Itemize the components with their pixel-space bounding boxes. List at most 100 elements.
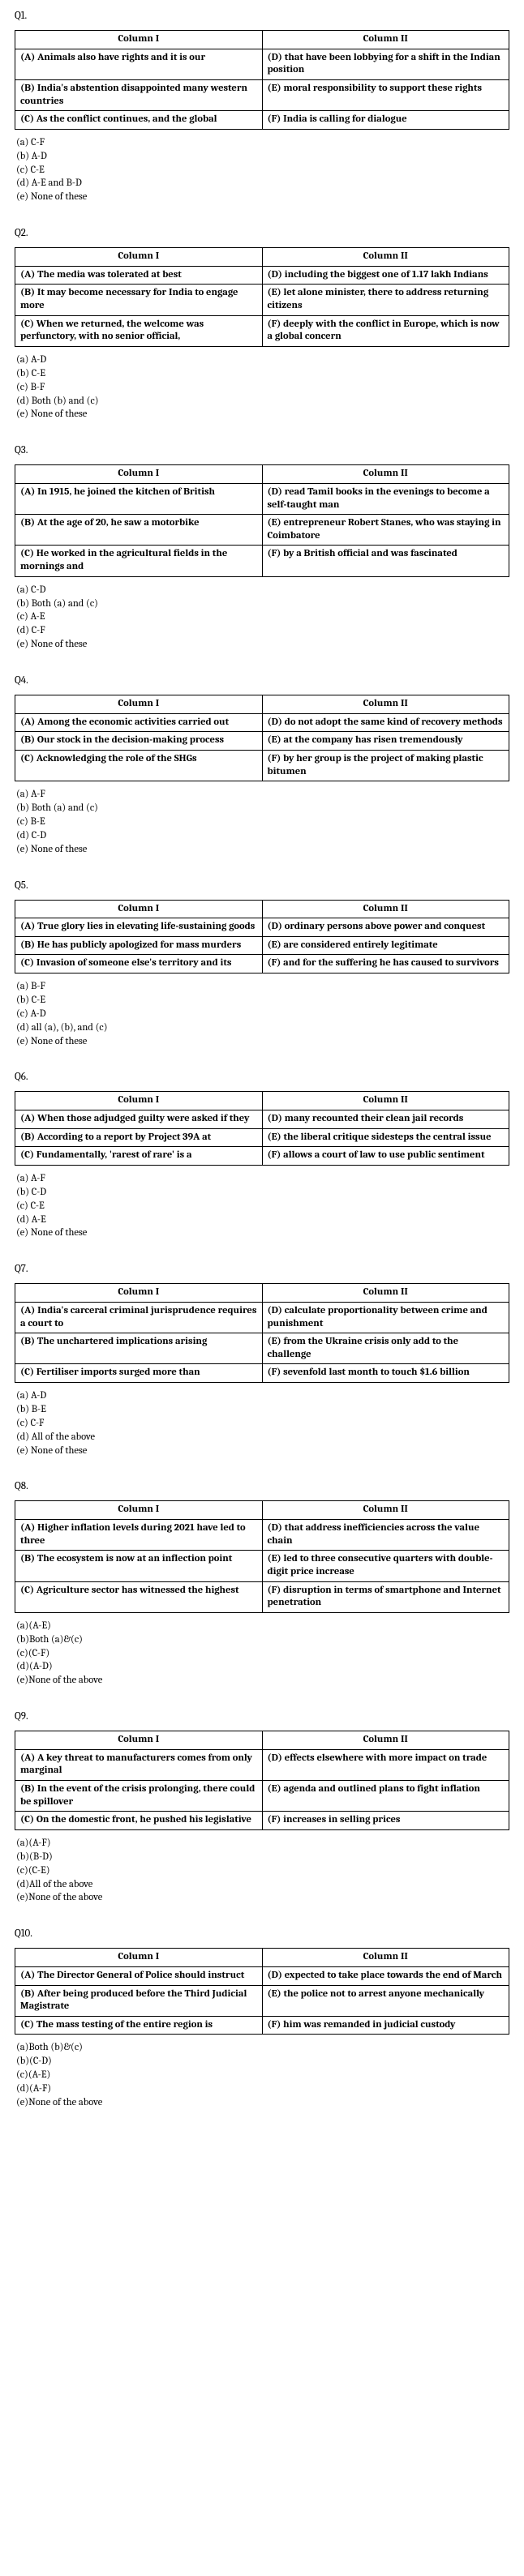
question-label: Q5. <box>15 879 509 892</box>
table-row: (B) According to a report by Project 39A… <box>15 1128 509 1147</box>
options-list: (a) A-F(b) C-D(c) C-E(d) A-E(e) None of … <box>16 1172 509 1240</box>
table-cell: (E) the police not to arrest anyone mech… <box>262 1985 509 2016</box>
table-cell: (D) many recounted their clean jail reco… <box>262 1110 509 1129</box>
table-row: (C) Fundamentally, 'rarest of rare' is a… <box>15 1147 509 1166</box>
table-cell: (A) Among the economic activities carrie… <box>15 713 263 732</box>
table-cell: (D) that address inefficiencies across t… <box>262 1520 509 1551</box>
table-row: (A) India's carceral criminal jurisprude… <box>15 1302 509 1333</box>
table-row: (B) The unchartered implications arising… <box>15 1333 509 1364</box>
table-cell: (D) expected to take place towards the e… <box>262 1966 509 1985</box>
option-item: (c)(C-F) <box>16 1647 509 1661</box>
table-cell: (B) He has publicly apologized for mass … <box>15 936 263 955</box>
option-item: (b)Both (a)&(c) <box>16 1633 509 1647</box>
option-item: (e)None of the above <box>16 1891 509 1905</box>
table-cell: (D) calculate proportionality between cr… <box>262 1302 509 1333</box>
table-cell: (F) him was remanded in judicial custody <box>262 2016 509 2035</box>
options-list: (a)Both (b)&(c)(b)(C-D)(c)(A-E)(d)(A-F)(… <box>16 2041 509 2109</box>
option-item: (a) C-D <box>16 584 509 597</box>
question-block: Q2.Column IColumn II(A) The media was to… <box>15 227 509 421</box>
table-cell: (A) A key threat to manufacturers comes … <box>15 1749 263 1780</box>
option-item: (d)All of the above <box>16 1878 509 1892</box>
option-item: (c) A-D <box>16 1008 509 1021</box>
table-row: (A) When those adjudged guilty were aske… <box>15 1110 509 1129</box>
match-table: Column IColumn II(A) The Director Genera… <box>15 1948 509 2035</box>
table-row: (A) A key threat to manufacturers comes … <box>15 1749 509 1780</box>
question-block: Q1.Column IColumn II(A) Animals also hav… <box>15 10 509 204</box>
table-cell: (A) Animals also have rights and it is o… <box>15 49 263 79</box>
option-item: (c)(A-E) <box>16 2069 509 2082</box>
column-header: Column I <box>15 1284 263 1303</box>
table-cell: (A) India's carceral criminal jurisprude… <box>15 1302 263 1333</box>
options-list: (a)(A-F)(b)(B-D)(c)(C-E)(d)All of the ab… <box>16 1837 509 1905</box>
option-item: (a)(A-F) <box>16 1837 509 1851</box>
question-block: Q5. Column IColumn II(A) True glory lies … <box>15 879 509 1049</box>
match-table: Column IColumn II(A) True glory lies in … <box>15 900 509 974</box>
table-row: (A) Among the economic activities carrie… <box>15 713 509 732</box>
option-item: (e) None of these <box>16 408 509 421</box>
table-cell: (B) The ecosystem is now at an inflectio… <box>15 1551 263 1581</box>
table-row: (C) He worked in the agricultural fields… <box>15 546 509 576</box>
option-item: (a) C-F <box>16 136 509 150</box>
column-header: Column I <box>15 695 263 714</box>
option-item: (c) C-E <box>16 1200 509 1213</box>
option-item: (d) A-E and B-D <box>16 177 509 190</box>
table-cell: (B) The unchartered implications arising <box>15 1333 263 1364</box>
column-header: Column I <box>15 1949 263 1967</box>
options-list: (a) C-D(b) Both (a) and (c)(c) A-E(d) C-… <box>16 584 509 652</box>
table-cell: (F) India is calling for dialogue <box>262 111 509 130</box>
table-cell: (B) It may become necessary for India to… <box>15 285 263 315</box>
option-item: (e) None of these <box>16 638 509 652</box>
table-row: (A) The media was tolerated at best(D) i… <box>15 266 509 285</box>
table-cell: (F) by her group is the project of makin… <box>262 750 509 781</box>
table-row: (A) True glory lies in elevating life-su… <box>15 918 509 937</box>
table-cell: (A) In 1915, he joined the kitchen of Br… <box>15 483 263 514</box>
table-cell: (B) At the age of 20, he saw a motorbike <box>15 515 263 546</box>
question-block: Q3.Column IColumn II(A) In 1915, he join… <box>15 444 509 652</box>
table-cell: (A) The media was tolerated at best <box>15 266 263 285</box>
column-header: Column II <box>262 31 509 49</box>
table-cell: (F) increases in selling prices <box>262 1812 509 1830</box>
question-label: Q8. <box>15 1480 509 1492</box>
match-table: Column IColumn II(A) Among the economic … <box>15 695 509 781</box>
match-table: Column IColumn II(A) India's carceral cr… <box>15 1283 509 1383</box>
option-item: (d)(A-D) <box>16 1660 509 1674</box>
table-cell: (C) Invasion of someone else's territory… <box>15 955 263 973</box>
table-row: (C) The mass testing of the entire regio… <box>15 2016 509 2035</box>
table-cell: (C) Fertiliser imports surged more than <box>15 1364 263 1383</box>
option-item: (e) None of these <box>16 1444 509 1458</box>
table-cell: (A) True glory lies in elevating life-su… <box>15 918 263 937</box>
table-cell: (E) moral responsibility to support thes… <box>262 79 509 110</box>
table-cell: (F) by a British official and was fascin… <box>262 546 509 576</box>
option-item: (c) C-F <box>16 1417 509 1431</box>
table-row: (B) After being produced before the Thir… <box>15 1985 509 2016</box>
option-item: (b) Both (a) and (c) <box>16 802 509 815</box>
column-header: Column II <box>262 1501 509 1520</box>
option-item: (a) A-D <box>16 1389 509 1403</box>
option-item: (e) None of these <box>16 190 509 204</box>
option-item: (d) Both (b) and (c) <box>16 395 509 409</box>
column-header: Column II <box>262 248 509 267</box>
table-row: (C) Fertiliser imports surged more than(… <box>15 1364 509 1383</box>
question-label: Q4. <box>15 674 509 687</box>
option-item: (b) A-D <box>16 150 509 164</box>
column-header: Column II <box>262 465 509 484</box>
table-cell: (D) ordinary persons above power and con… <box>262 918 509 937</box>
column-header: Column I <box>15 465 263 484</box>
table-cell: (D) that have been lobbying for a shift … <box>262 49 509 79</box>
option-item: (d) all (a), (b), and (c) <box>16 1021 509 1035</box>
option-item: (a) A-F <box>16 1172 509 1186</box>
option-item: (d) C-D <box>16 829 509 843</box>
table-row: (A) In 1915, he joined the kitchen of Br… <box>15 483 509 514</box>
table-row: (C) Invasion of someone else's territory… <box>15 955 509 973</box>
column-header: Column II <box>262 1092 509 1110</box>
question-label: Q10. <box>15 1928 509 1940</box>
table-cell: (E) the liberal critique sidesteps the c… <box>262 1128 509 1147</box>
options-list: (a) B-F(b) C-E(c) A-D(d) all (a), (b), a… <box>16 980 509 1048</box>
table-row: (B) At the age of 20, he saw a motorbike… <box>15 515 509 546</box>
table-cell: (E) let alone minister, there to address… <box>262 285 509 315</box>
table-cell: (C) Agriculture sector has witnessed the… <box>15 1581 263 1612</box>
match-table: Column IColumn II(A) The media was toler… <box>15 247 509 347</box>
option-item: (a)Both (b)&(c) <box>16 2041 509 2055</box>
options-list: (a) A-F(b) Both (a) and (c)(c) B-E(d) C-… <box>16 788 509 856</box>
options-list: (a) C-F(b) A-D(c) C-E(d) A-E and B-D(e) … <box>16 136 509 204</box>
